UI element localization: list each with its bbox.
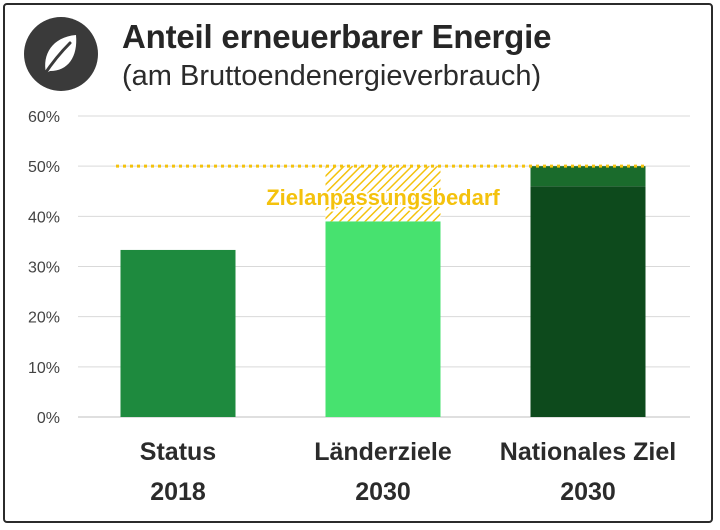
bar-segment [120,249,236,417]
x-category-label: 2018 [150,478,206,506]
x-category-label: 2030 [560,478,616,506]
x-category-label: 2030 [355,478,411,506]
x-category-label: Länderziele [314,438,452,466]
bar-segment [325,221,441,417]
x-category-label: Status [140,438,216,466]
annotation-label: Zielanpassungsbedarf [266,185,500,210]
y-tick-label: 40% [28,209,60,226]
y-tick-label: 50% [28,159,60,176]
leaf-icon [42,35,77,77]
gap-hatch-segment [325,166,441,222]
y-tick-label: 0% [37,410,60,427]
x-category-label: Nationales Ziel [500,438,676,466]
y-tick-label: 60% [28,109,60,126]
logo [24,17,98,91]
y-tick-label: 20% [28,310,60,327]
bar-segment [530,166,646,187]
bar-segment [530,186,646,417]
y-tick-label: 30% [28,260,60,277]
chart-subtitle: (am Bruttoendenergieverbrauch) [122,60,542,92]
y-tick-label: 10% [28,360,60,377]
chart-title: Anteil erneuerbarer Energie [122,18,552,55]
